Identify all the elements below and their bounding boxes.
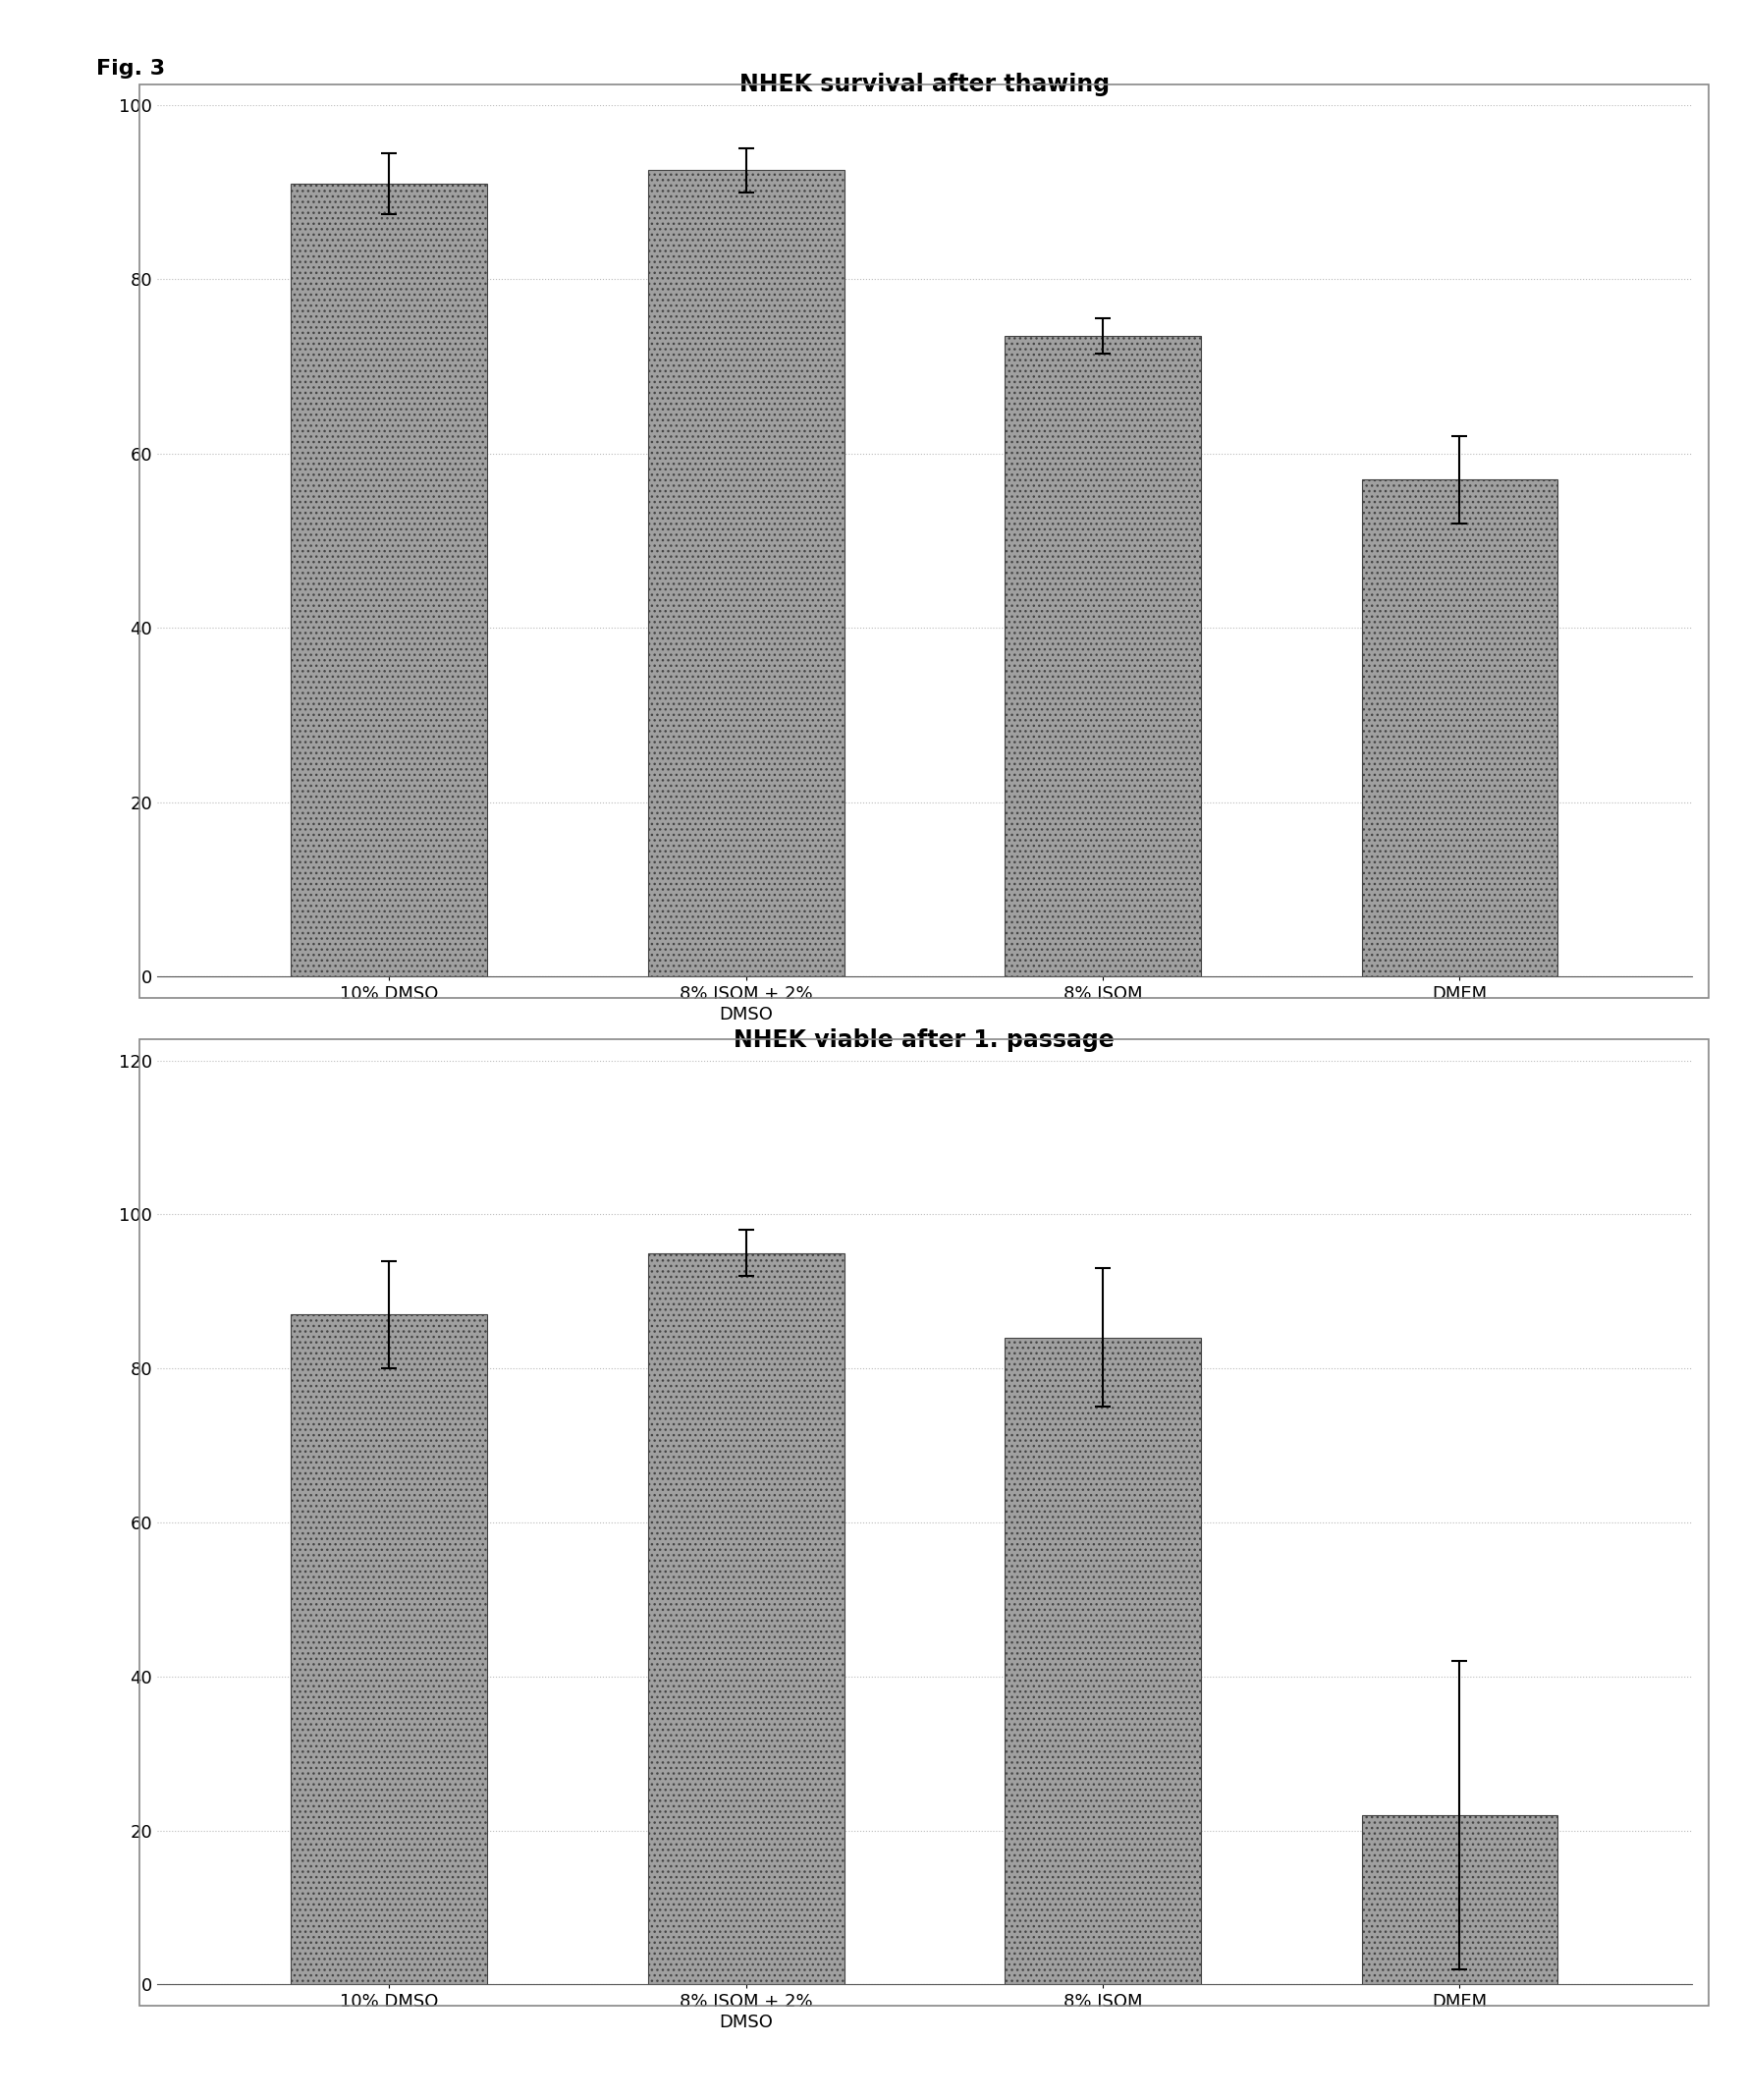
Bar (1362, 1814, 1557, 1984)
Bar (291, 183, 487, 976)
Bar (647, 1254, 844, 1984)
Bar (291, 1315, 487, 1984)
Title: NHEK viable after 1. passage: NHEK viable after 1. passage (734, 1029, 1114, 1052)
Bar (1005, 336, 1202, 976)
Text: Fig. 3: Fig. 3 (96, 59, 164, 78)
Bar (647, 170, 844, 976)
Bar (1005, 1338, 1202, 1984)
Bar (1362, 479, 1557, 976)
Title: NHEK survival after thawing: NHEK survival after thawing (739, 74, 1109, 97)
